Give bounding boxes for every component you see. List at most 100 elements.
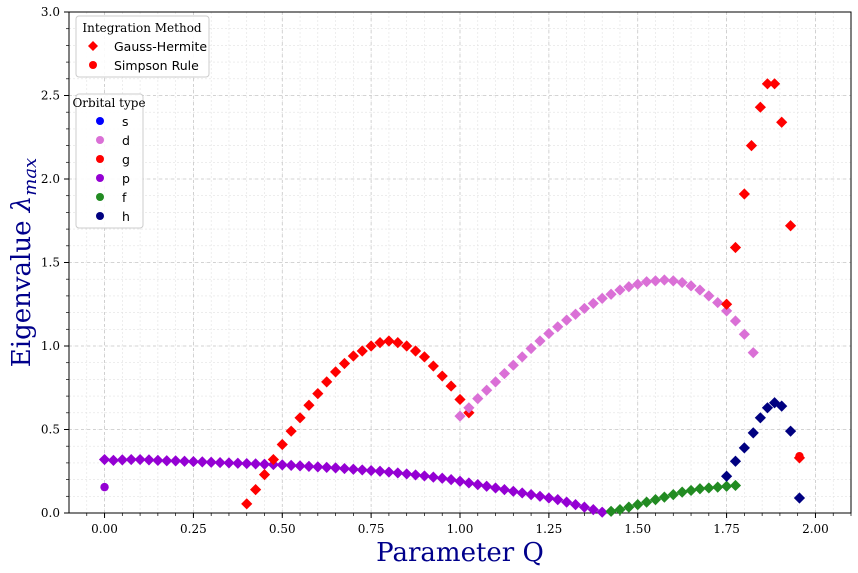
- legend-simpson-rule-label: Simpson Rule: [114, 58, 199, 73]
- point-p-gauss-hermite: [214, 456, 226, 469]
- point-h-gauss-hermite: [793, 492, 806, 504]
- point-g-gauss-hermite: [267, 453, 279, 466]
- point-p-gauss-hermite: [489, 482, 502, 494]
- point-p-gauss-hermite: [107, 454, 120, 466]
- point-p-gauss-hermite: [596, 506, 608, 518]
- point-g-gauss-hermite: [258, 468, 271, 481]
- point-h-gauss-hermite: [784, 425, 797, 437]
- x-tick-label: 0.50: [269, 522, 296, 536]
- point-d-gauss-hermite: [552, 321, 564, 333]
- point-h-gauss-hermite: [768, 397, 781, 409]
- point-d-gauss-hermite: [561, 314, 573, 326]
- point-p-gauss-hermite: [569, 499, 582, 511]
- point-p-gauss-hermite: [383, 466, 395, 478]
- legend-orbital-p-marker: [96, 174, 104, 182]
- point-p-gauss-hermite: [374, 465, 386, 477]
- y-tick-label: 1.5: [41, 256, 60, 270]
- point-g-gauss-hermite: [401, 340, 413, 352]
- point-d-gauss-hermite: [498, 367, 511, 380]
- point-g-gauss-hermite: [294, 412, 306, 424]
- point-d-gauss-hermite: [463, 402, 475, 414]
- point-p-gauss-hermite: [561, 496, 573, 508]
- point-d-gauss-hermite: [729, 315, 742, 327]
- point-g-gauss-hermite: [383, 335, 395, 347]
- point-h-gauss-hermite: [761, 402, 774, 414]
- point-d-gauss-hermite: [454, 410, 466, 422]
- point-p-gauss-hermite: [196, 456, 208, 468]
- point-p-gauss-hermite: [303, 460, 315, 473]
- point-h-gauss-hermite: [747, 427, 759, 439]
- point-p-gauss-hermite: [152, 454, 164, 466]
- point-f-gauss-hermite: [658, 491, 670, 503]
- point-g-gauss-hermite: [745, 140, 758, 152]
- y-tick-label: 3.0: [41, 5, 60, 19]
- legend-method-title: Integration Method: [82, 21, 202, 35]
- point-p-gauss-hermite: [205, 456, 217, 468]
- legend-orbital-f-label: f: [122, 190, 127, 205]
- point-g-gauss-hermite: [761, 78, 774, 90]
- point-g-gauss-hermite: [409, 345, 422, 357]
- point-f-gauss-hermite: [632, 499, 644, 511]
- legend-orbital-p-label: p: [122, 171, 130, 186]
- point-p-gauss-hermite: [427, 471, 439, 483]
- point-p-gauss-hermite: [276, 459, 288, 471]
- point-d-gauss-hermite: [667, 275, 679, 287]
- point-d-gauss-hermite: [632, 278, 644, 290]
- point-h-gauss-hermite: [776, 400, 788, 412]
- point-f-gauss-hermite: [694, 483, 706, 495]
- point-p-gauss-hermite: [587, 504, 599, 516]
- point-p-gauss-hermite: [294, 460, 306, 472]
- x-tick-label: 2.00: [802, 522, 829, 536]
- point-p-gauss-hermite: [161, 455, 173, 467]
- point-p-gauss-hermite: [578, 501, 591, 513]
- point-g-gauss-hermite: [784, 220, 797, 232]
- point-p-gauss-hermite: [312, 461, 324, 473]
- legend-orbital-s-marker: [96, 117, 104, 125]
- point-p-gauss-hermite: [258, 458, 271, 470]
- point-g-gauss-hermite: [454, 393, 466, 406]
- point-d-gauss-hermite: [623, 281, 635, 293]
- legend-orbital-g-marker: [96, 155, 104, 163]
- x-tick-label: 0.75: [358, 522, 385, 536]
- point-f-gauss-hermite: [729, 479, 742, 492]
- point-g-gauss-hermite: [776, 116, 788, 128]
- point-f-gauss-hermite: [703, 482, 715, 494]
- data-points: [98, 78, 806, 518]
- point-p-gauss-hermite: [241, 457, 253, 470]
- point-d-gauss-hermite: [489, 376, 502, 388]
- point-g-gauss-hermite: [392, 337, 404, 349]
- point-p-gauss-hermite: [409, 469, 422, 481]
- point-d-gauss-hermite: [738, 328, 750, 340]
- point-d-gauss-hermite: [578, 302, 591, 315]
- legend-orbital-f-marker: [96, 193, 104, 201]
- x-tick-label: 1.75: [713, 522, 740, 536]
- point-g-gauss-hermite: [329, 366, 342, 378]
- point-p-gauss-hermite: [498, 484, 511, 496]
- point-g-gauss-hermite: [338, 357, 351, 370]
- point-g-gauss-hermite: [365, 340, 377, 352]
- point-d-gauss-hermite: [605, 288, 617, 300]
- point-p-gauss-hermite: [418, 470, 431, 482]
- point-p-gauss-hermite: [543, 492, 555, 504]
- point-f-gauss-hermite: [720, 480, 733, 492]
- point-p-gauss-hermite: [321, 461, 333, 474]
- point-d-gauss-hermite: [703, 290, 715, 302]
- axis-ticks: 0.00 0.25 0.50 0.75 1.00 1.25 1.50 1.75 2.00 0.0 0…: [41, 5, 852, 536]
- point-d-gauss-hermite: [712, 296, 724, 309]
- point-g-gauss-hermite: [436, 370, 448, 382]
- point-g-gauss-hermite: [445, 380, 457, 392]
- point-d-gauss-hermite: [694, 284, 706, 296]
- x-tick-label: 1.00: [447, 522, 474, 536]
- point-p-gauss-hermite: [463, 477, 475, 489]
- point-g-gauss-hermite: [250, 484, 262, 496]
- point-g-gauss-hermite: [374, 337, 386, 349]
- point-g-gauss-hermite: [427, 360, 439, 372]
- legend-gauss-hermite-label: Gauss-Hermite: [114, 39, 207, 54]
- point-d-gauss-hermite: [525, 342, 537, 355]
- point-d-gauss-hermite: [534, 335, 546, 347]
- point-d-gauss-hermite: [720, 305, 733, 317]
- point-g-simpson: [795, 452, 804, 461]
- y-tick-label: 2.5: [41, 89, 60, 103]
- legend-orbital-title: Orbital type: [72, 96, 145, 110]
- legend-method-box: [75, 15, 210, 78]
